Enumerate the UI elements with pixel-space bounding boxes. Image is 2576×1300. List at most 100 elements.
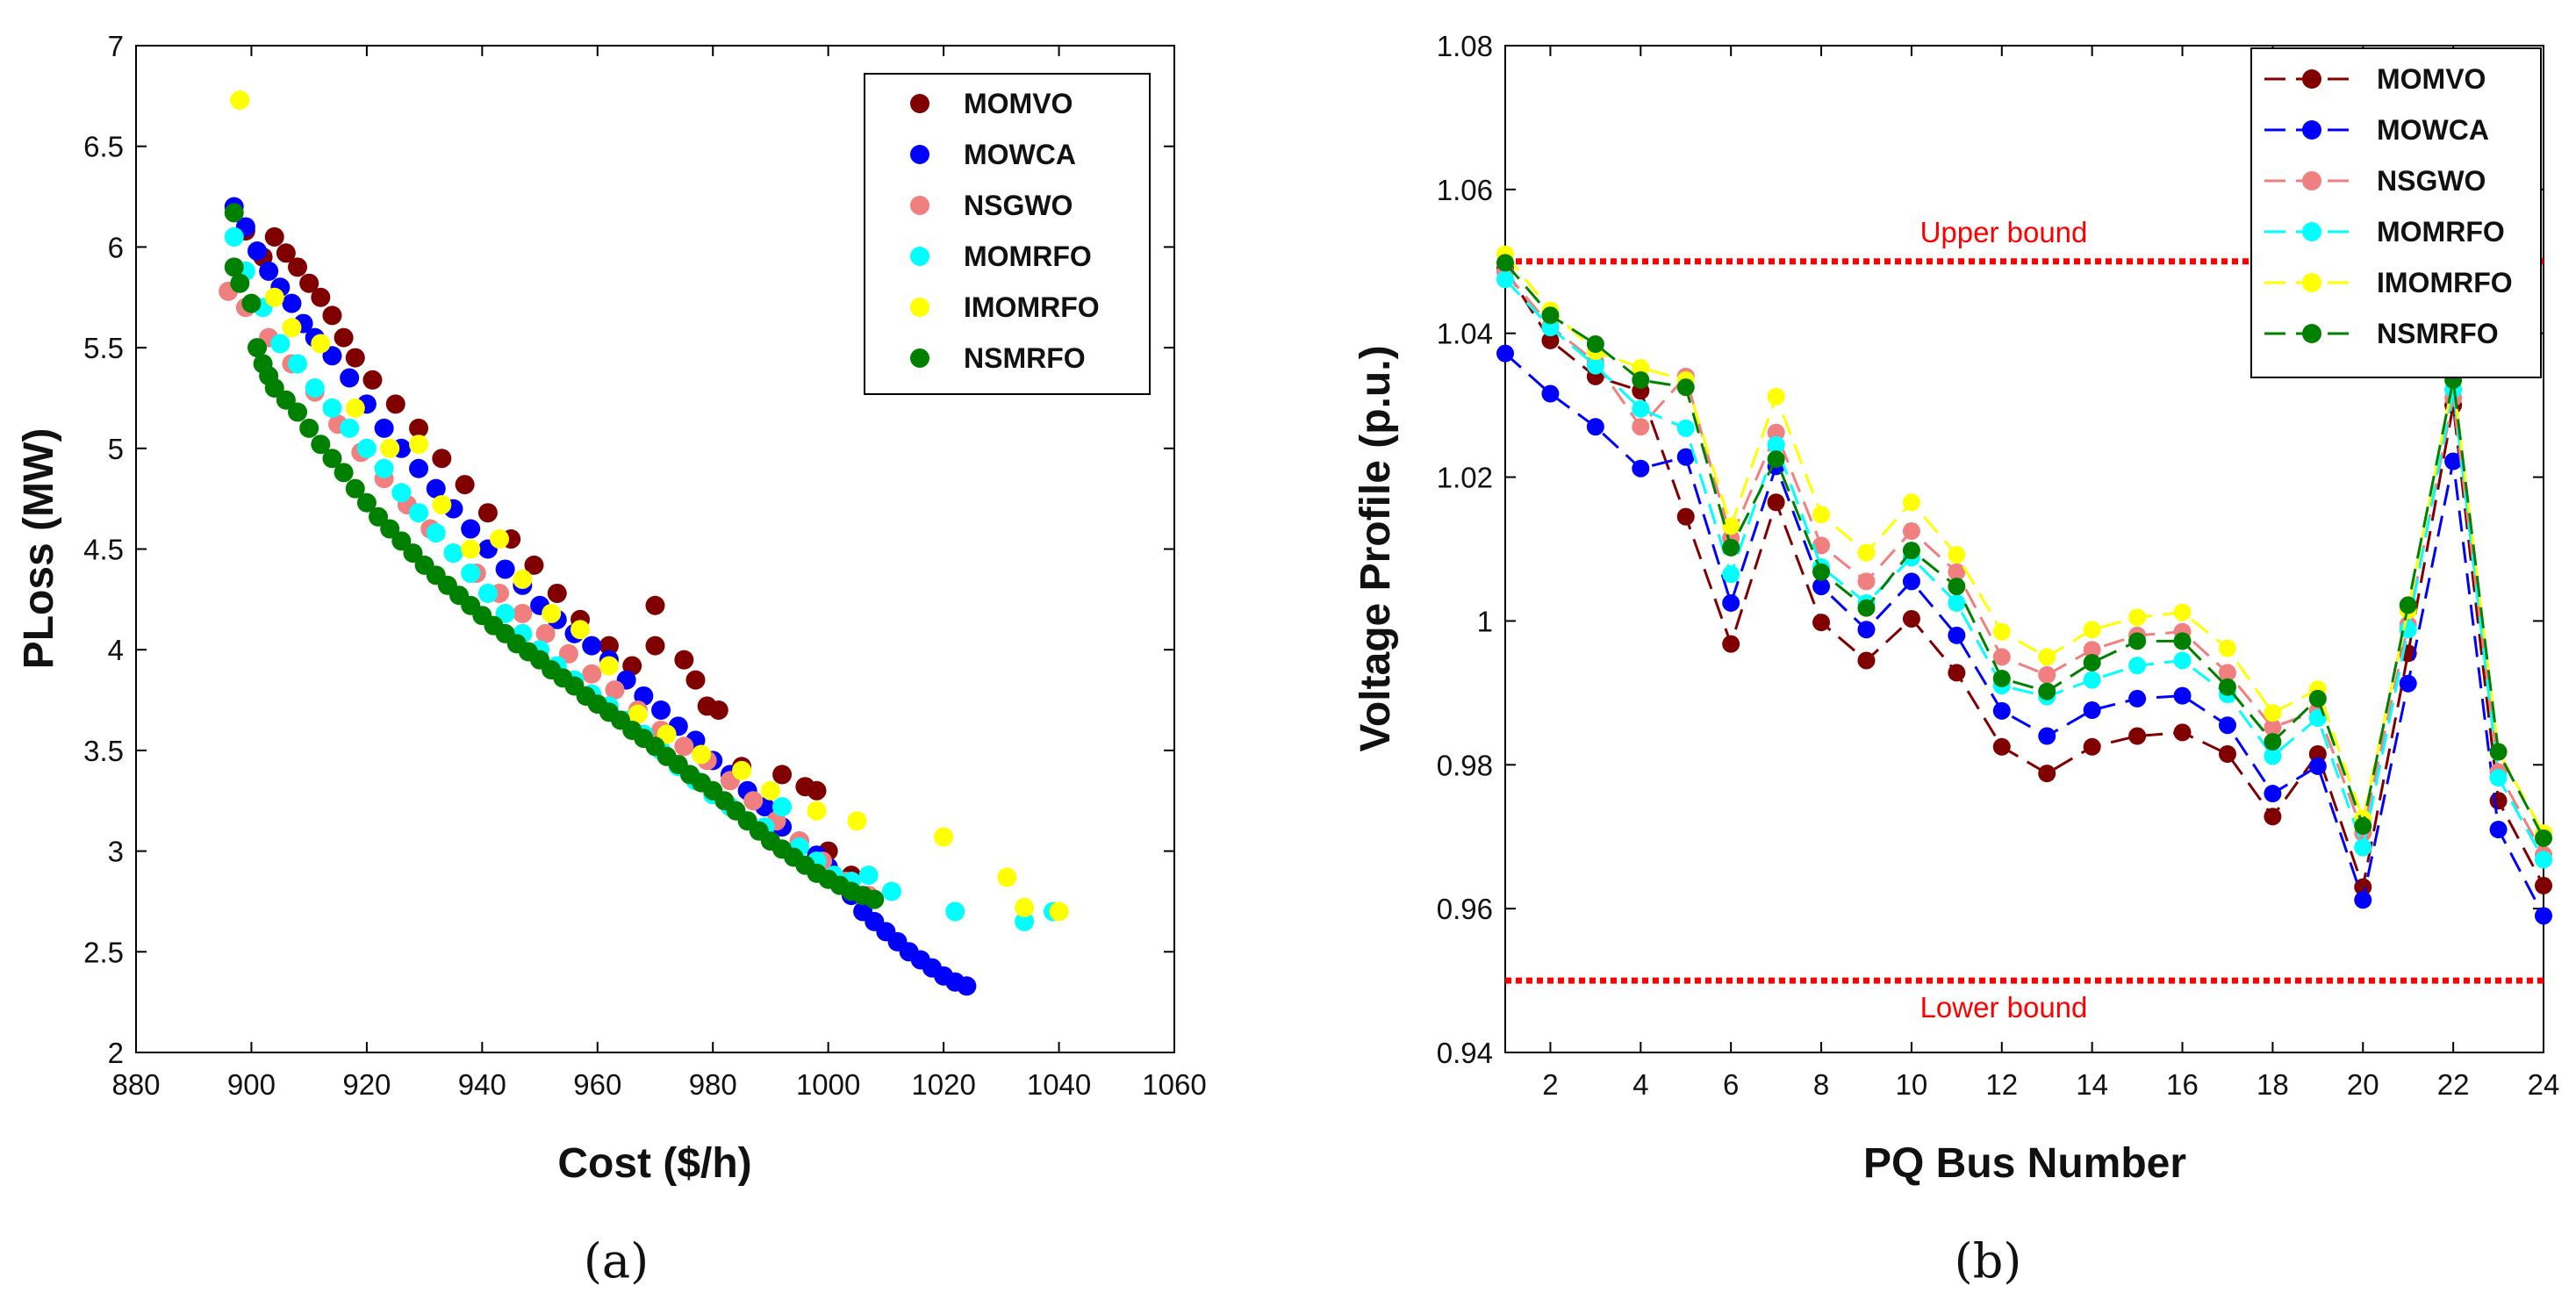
data-point-nsgwo [605,680,625,700]
data-point-mowca [1722,593,1740,612]
panel-a-x-ticks: 880 900 920 940 960 980 1000 1020 1040 1060 [111,46,1207,1101]
y-tick-label: 5 [108,433,124,465]
data-point-momrfo [1541,319,1560,337]
data-point-nsmrfo [2264,733,2282,751]
data-point-momvo [288,257,308,277]
legend-marker-momvo [2302,69,2321,89]
y-tick-label: 4.5 [83,534,124,566]
data-point-nsmrfo [380,519,400,539]
data-point-momvo [334,327,354,348]
data-point-nsmrfo [2308,689,2327,707]
data-point-momvo [1722,635,1740,653]
y-tick-label: 6 [108,231,124,263]
data-point-nsmrfo [230,273,250,293]
data-point-imomrfo [1948,546,1966,564]
y-tick-label: 7 [108,30,124,62]
data-point-momrfo [881,881,901,901]
legend-marker-nsgwo [910,196,929,215]
data-point-mowca [1902,572,1920,591]
data-point-mowca [461,519,481,539]
data-point-mowca [1676,448,1695,466]
series-mowca [1496,344,2552,925]
data-point-imomrfo [599,656,619,676]
data-point-imomrfo [760,780,780,801]
data-point-momrfo [1676,419,1695,437]
data-point-momrfo [340,418,360,438]
data-point-nsgwo [1767,423,1785,442]
data-point-nsmrfo [1902,542,1920,560]
y-tick-label: 1 [1477,605,1493,637]
data-point-momvo [2038,765,2056,783]
data-point-nsgwo [1812,536,1831,555]
data-point-momvo [2354,878,2372,896]
legend-marker-mowca [910,145,929,164]
y-tick-label: 0.98 [1437,749,1493,781]
data-point-momvo [345,348,365,368]
x-tick-label: 18 [2257,1068,2289,1101]
data-point-nsmrfo [865,889,885,909]
data-point-nsmrfo [1812,563,1831,581]
data-point-nsmrfo [345,478,365,499]
panel-b-series [1496,245,2552,925]
panel-b-legend: MOMVO MOWCA NSGWO MOMRFO IMOMRFO NSMRFO [2250,47,2542,378]
data-point-nsmrfo [1632,370,1650,389]
data-point-mowca [2399,674,2417,693]
data-point-mowca [2173,686,2192,705]
data-point-momrfo [391,483,412,503]
y-tick-label: 0.94 [1437,1037,1493,1069]
data-point-nsmrfo [1496,254,1514,272]
data-point-nsgwo [1948,563,1966,581]
data-point-momrfo [1632,399,1650,418]
data-point-nsmrfo [2399,596,2417,614]
series-line-imomrfo [1503,253,2545,834]
data-point-momrfo [374,458,394,478]
data-point-momrfo [2354,838,2372,857]
data-point-momrfo [443,543,463,564]
x-tick-label: 22 [2437,1068,2470,1101]
data-point-mowca [495,559,515,579]
data-point-mowca [259,261,279,281]
data-point-nsmrfo [2128,632,2147,650]
data-point-mowca [1812,578,1831,596]
data-point-imomrfo [2218,639,2236,657]
upper-bound-label: Upper bound [1920,216,2088,248]
data-point-momvo [1541,331,1560,349]
data-point-imomrfo [1992,622,2011,641]
panel-a-x-axis-label: Cost ($/h) [557,1140,751,1187]
data-point-mowca [2128,689,2147,707]
data-point-momvo [322,305,342,326]
x-tick-label: 24 [2528,1068,2560,1101]
data-point-mowca [2264,785,2282,803]
panel-a-legend: MOMVO MOWCA NSGWO MOMRFO IMOMRFO NSMRFO [864,73,1151,395]
legend-marker-nsgwo [2302,171,2321,190]
y-tick-label: 1.02 [1437,462,1493,494]
data-point-momrfo [2083,671,2101,689]
data-point-nsgwo [558,643,578,664]
data-point-momvo [2083,737,2101,756]
x-tick-label: 10 [1896,1068,1928,1101]
data-point-nsmrfo [224,257,244,277]
data-point-momrfo [305,377,325,398]
data-point-nsmrfo [299,418,319,438]
data-point-nsmrfo [2535,829,2552,847]
y-tick-label: 1.04 [1437,318,1493,350]
legend-label-momrfo: MOMRFO [2377,216,2505,248]
panel-b-line: 2 4 6 8 10 12 14 16 18 20 22 24 0.940.960.9811.021.… [1353,30,2559,1289]
data-point-momvo [455,475,475,495]
data-point-imomrfo [1632,359,1650,377]
data-point-momvo [599,636,619,656]
data-point-imomrfo [409,435,429,455]
data-point-nsmrfo [1541,306,1560,325]
legend-marker-nsmrfo [2302,324,2321,343]
data-point-momvo [385,394,405,414]
data-point-momvo [299,273,319,293]
panel-b-bounds: Upper bound Lower bound [1505,216,2544,1023]
data-point-momrfo [477,583,498,603]
y-tick-label: 6.5 [83,131,124,163]
data-point-imomrfo [432,495,452,515]
panel-a-scatter: 880 900 920 940 960 980 1000 1020 1040 1060 2 2.5 3… [16,30,1207,1289]
data-point-mowca [1992,701,2011,720]
data-point-imomrfo [311,334,331,354]
panel-b-x-ticks: 2 4 6 8 10 12 14 16 18 20 22 24 [1542,46,2559,1101]
y-tick-label: 4 [108,634,124,666]
